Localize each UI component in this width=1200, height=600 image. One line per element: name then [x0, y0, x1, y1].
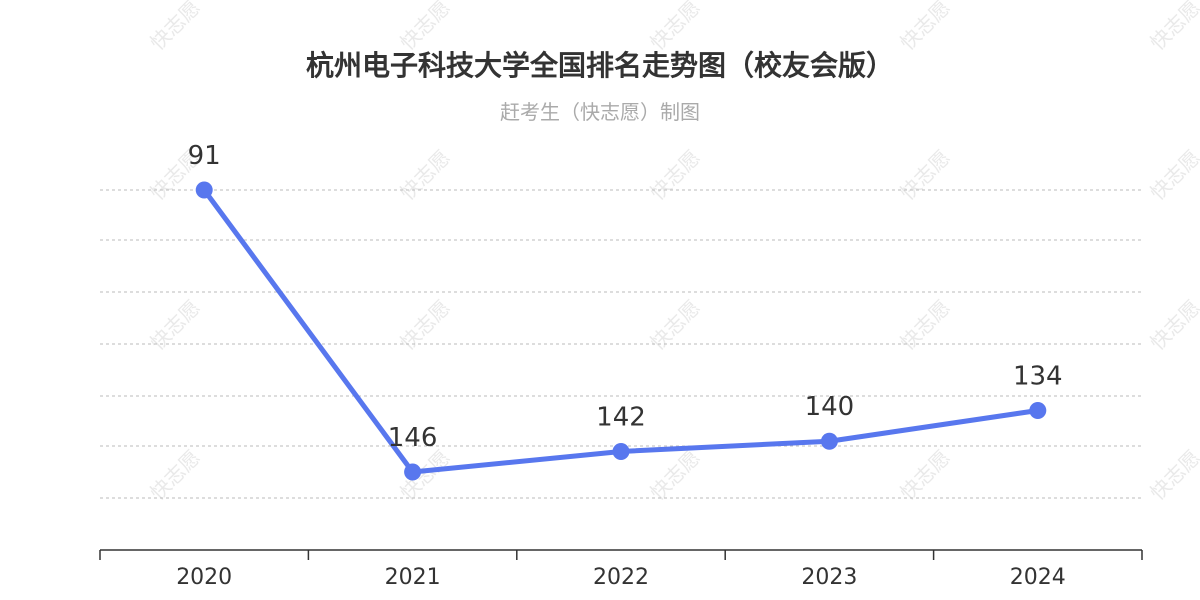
watermark-text: 快志愿: [895, 445, 954, 504]
data-point[interactable]: [820, 432, 838, 450]
watermark-text: 快志愿: [645, 445, 704, 504]
watermark-text: 快志愿: [895, 145, 954, 204]
x-tick-label: 2022: [593, 565, 649, 590]
data-label: 91: [188, 141, 221, 171]
watermark-text: 快志愿: [1145, 145, 1200, 204]
data-label: 142: [596, 402, 646, 432]
watermark-text: 快志愿: [145, 0, 204, 55]
x-tick-label: 2023: [801, 565, 857, 590]
watermark-text: 快志愿: [645, 295, 704, 354]
watermark-text: 快志愿: [145, 445, 204, 504]
watermark-text: 快志愿: [145, 295, 204, 354]
watermark-text: 快志愿: [1145, 0, 1200, 55]
data-labels: 91 146 142 140 134: [188, 141, 1063, 453]
data-label: 146: [388, 423, 438, 453]
x-tick-label: 2021: [385, 565, 441, 590]
data-point[interactable]: [404, 463, 422, 481]
data-label: 140: [805, 392, 855, 422]
data-point[interactable]: [612, 442, 630, 460]
x-tick-label: 2024: [1010, 565, 1066, 590]
chart-title: 杭州电子科技大学全国排名走势图（校友会版）: [306, 49, 894, 82]
watermark-text: 快志愿: [1145, 445, 1200, 504]
x-tick-label: 2020: [176, 565, 232, 590]
watermark-text: 快志愿: [895, 295, 954, 354]
watermark-text: 快志愿: [645, 145, 704, 204]
data-point[interactable]: [1029, 401, 1047, 419]
x-axis: 2020 2021 2022 2023 2024: [99, 549, 1143, 590]
watermark-text: 快志愿: [395, 0, 454, 55]
series-layer: [195, 181, 1047, 481]
chart-subtitle: 赶考生（快志愿）制图: [500, 100, 700, 124]
watermark-text: 快志愿: [1145, 295, 1200, 354]
data-label: 134: [1013, 361, 1063, 391]
watermark-text: 快志愿: [395, 295, 454, 354]
watermark-text: 快志愿: [645, 0, 704, 55]
watermark-text: 快志愿: [395, 145, 454, 204]
watermark-text: 快志愿: [895, 0, 954, 55]
watermark-text: 快志愿: [395, 445, 454, 504]
data-point[interactable]: [195, 181, 213, 199]
